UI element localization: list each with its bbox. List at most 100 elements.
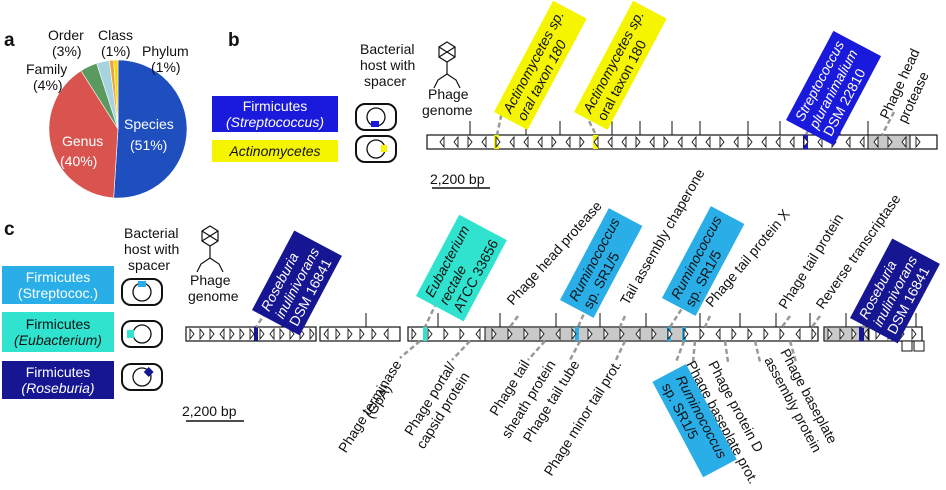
gene-arrow: [359, 327, 365, 341]
gene-arrow: [747, 135, 753, 149]
gene-arrow: [705, 135, 711, 149]
phage-icon: [196, 225, 224, 273]
gene-arrow: [603, 327, 609, 341]
gene-arrow: [495, 135, 501, 149]
gene-arrow: [911, 327, 917, 341]
gene-arrow: [803, 135, 809, 149]
pie-slice-genus: [48, 70, 119, 199]
gene-arrow: [839, 327, 845, 341]
pie-slice-phylum: [113, 59, 119, 130]
b-phage-label-1: Phage: [428, 86, 469, 102]
gene-arrow: [649, 135, 655, 149]
gene-arrow: [731, 327, 737, 341]
gene-arrow: [817, 135, 823, 149]
host-cell-roseburia: [121, 363, 163, 391]
gene-arrow: [537, 135, 543, 149]
gene-arrow: [439, 135, 445, 149]
legend-main: Firmicutes: [25, 316, 91, 332]
gene-arrow: [887, 135, 893, 149]
b-host-label-3: spacer: [364, 73, 406, 89]
host-cell-actinomycetes: [355, 135, 397, 163]
host-cell-streptococcus: [355, 103, 397, 131]
gene-arrow: [795, 327, 801, 341]
legend-firmicutes-roseburia: Firmicutes (Roseburia): [2, 361, 114, 399]
host-cell-streptococcus: [121, 278, 163, 306]
pie-label-phylum: Phylum: [142, 43, 189, 59]
gene-arrow: [309, 327, 315, 341]
gene-arrow: [719, 135, 725, 149]
pie-label-species: Species: [124, 116, 174, 132]
gene-arrow: [383, 327, 389, 341]
pie-slice-species: [113, 59, 188, 199]
gene-arrow: [411, 327, 417, 341]
b-phage-label-2: genome: [422, 102, 473, 118]
gene-label-minor-tail: Phage minor tail prot.: [540, 357, 624, 478]
gene-arrow: [219, 327, 225, 341]
gene-arrow: [699, 327, 705, 341]
b-host-label-2: host with: [360, 57, 415, 73]
gene-arrow: [663, 135, 669, 149]
legend-sub: (Streptococ.): [17, 285, 99, 301]
gene-arrow: [259, 327, 265, 341]
legend-firmicutes-streptococcus: Firmicutes (Streptococcus): [212, 96, 338, 132]
pie-label-class-pct: (1%): [101, 43, 131, 59]
gene-arrow: [747, 327, 753, 341]
pie-label-genus-pct: (40%): [60, 153, 97, 169]
c-phage-label-1: Phage: [190, 272, 231, 288]
gene-arrow: [571, 327, 577, 341]
scale-label-c: 2,200 bp: [182, 403, 237, 419]
gene-arrow: [733, 135, 739, 149]
gene-arrow: [901, 135, 907, 149]
gene-arrow: [761, 135, 767, 149]
pie-label-genus: Genus: [62, 133, 103, 149]
gene-arrow: [827, 327, 833, 341]
gene-arrow: [523, 135, 529, 149]
gene-arrow: [587, 327, 593, 341]
gene-arrow: [579, 135, 585, 149]
gene-arrow: [459, 327, 465, 341]
gene-arrow: [481, 135, 487, 149]
gene-arrow: [863, 327, 869, 341]
gene-arrow: [651, 327, 657, 341]
legend-firmicutes-eubacterium: Firmicutes (Eubacterium): [2, 312, 114, 352]
phage-genome-c: [185, 313, 925, 352]
gene-arrow: [859, 135, 865, 149]
pie-chart: [48, 59, 188, 199]
c-host-label-3: spacer: [128, 257, 170, 273]
gene-arrow: [715, 327, 721, 341]
gene-arrow: [915, 135, 921, 149]
legend-actinomycetes: Actinomycetes: [212, 140, 338, 162]
gene-arrow: [371, 327, 377, 341]
gene-arrow: [551, 135, 557, 149]
gene-arrow: [677, 135, 683, 149]
gene-arrow: [555, 327, 561, 341]
gene-arrow: [619, 327, 625, 341]
pie-label-phylum-pct: (1%): [151, 59, 181, 75]
gene-arrow: [789, 135, 795, 149]
legend-firmicutes-streptococcus-c: Firmicutes (Streptococ.): [2, 266, 114, 304]
legend-main: Firmicutes: [242, 98, 308, 114]
gene-arrow: [249, 327, 255, 341]
gene-arrow: [667, 327, 673, 341]
gene-arrow: [491, 327, 497, 341]
phage-icon: [433, 41, 461, 89]
gene-arrow: [811, 327, 817, 341]
gene-arrow: [635, 327, 641, 341]
gene-arrow: [229, 327, 235, 341]
c-host-label-2: host with: [124, 241, 179, 257]
gene-arrow: [691, 135, 697, 149]
gene-arrow: [593, 135, 599, 149]
gene-arrow: [453, 135, 459, 149]
gene-arrow: [779, 327, 785, 341]
gene-arrow: [335, 327, 341, 341]
gene-arrow: [845, 135, 851, 149]
b-host-label-1: Bacterial: [360, 41, 414, 57]
gene-arrow: [873, 135, 879, 149]
gene-arrow: [189, 327, 195, 341]
c-host-label-1: Bacterial: [124, 225, 178, 241]
phage-genome-b: [426, 121, 938, 150]
gene-arrow: [683, 327, 689, 341]
gene-arrow: [279, 327, 285, 341]
gene-arrow: [607, 135, 613, 149]
